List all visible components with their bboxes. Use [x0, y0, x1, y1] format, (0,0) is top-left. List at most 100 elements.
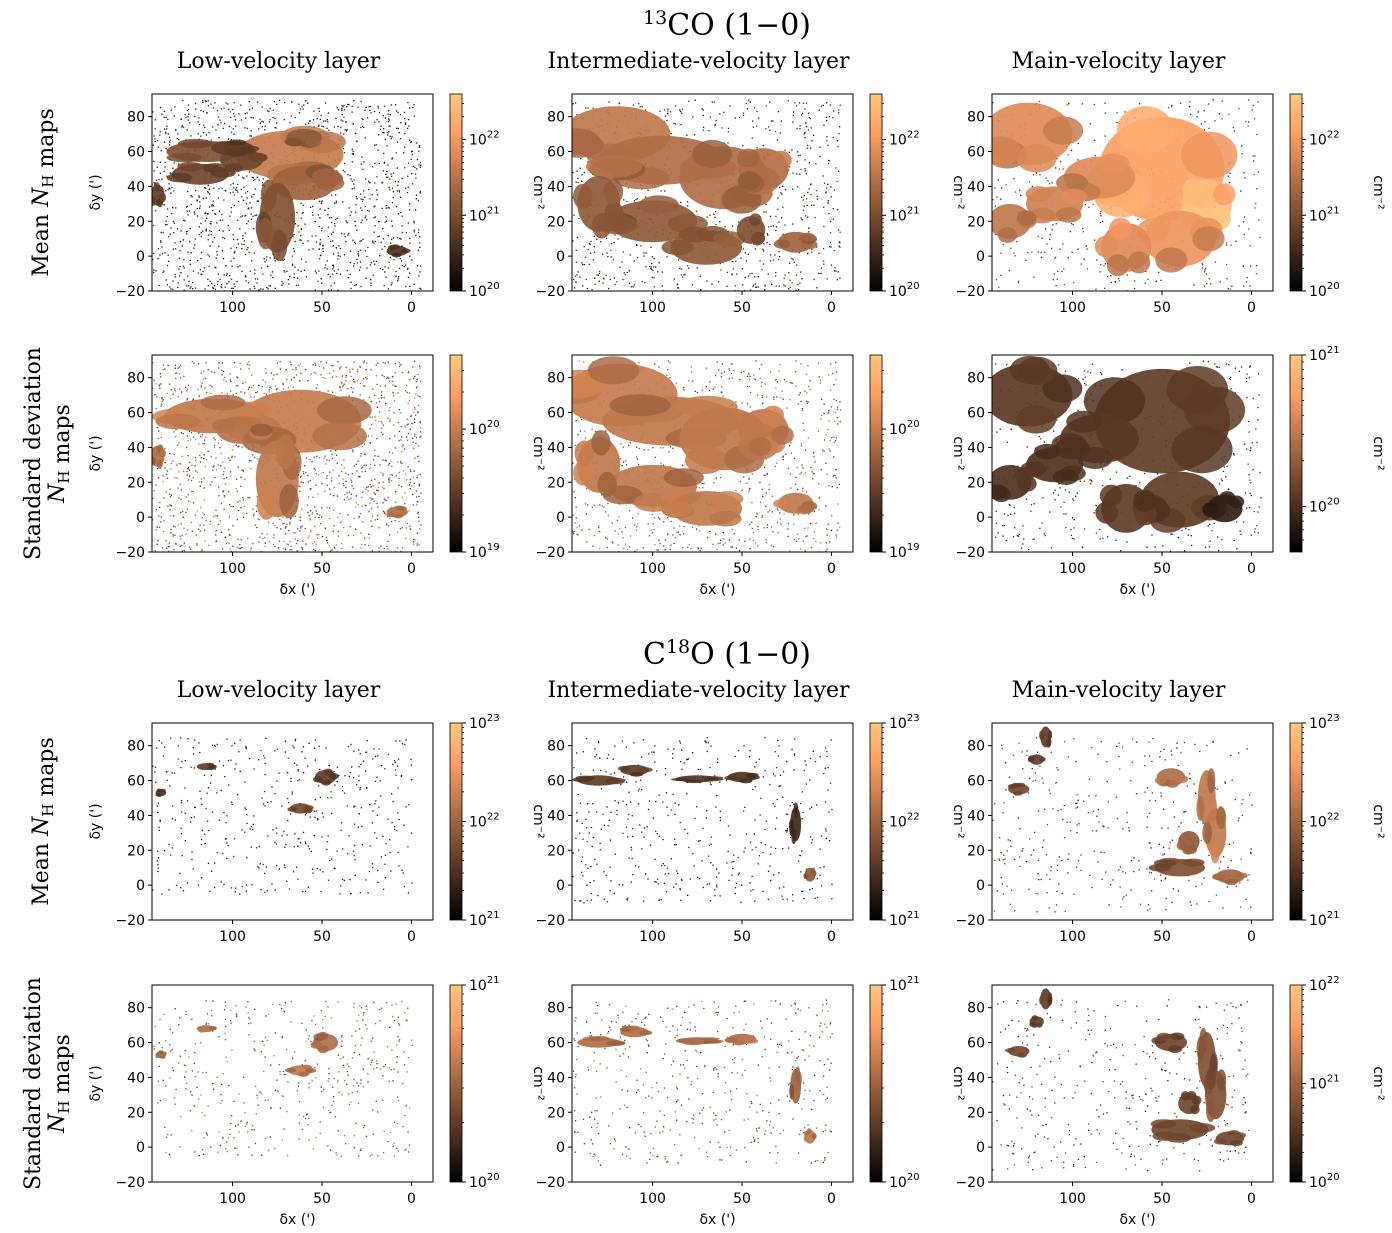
map-pixel	[167, 133, 169, 135]
map-pixel	[802, 422, 804, 424]
map-pixel	[200, 372, 202, 374]
map-pixel	[310, 487, 312, 490]
map-pixel	[237, 384, 239, 387]
emission-region	[275, 434, 296, 470]
map-pixel	[369, 109, 371, 112]
map-pixel	[361, 125, 364, 128]
emission-region	[1117, 106, 1174, 154]
map-pixel	[284, 527, 286, 529]
map-pixel	[705, 385, 707, 388]
map-pixel	[799, 173, 801, 175]
map-pixel	[415, 234, 417, 237]
map-pixel	[820, 272, 822, 275]
map-pixel	[1235, 240, 1237, 243]
map-pixel	[207, 184, 209, 186]
map-pixel	[822, 260, 825, 262]
map-pixel	[225, 380, 227, 382]
map-pixel	[205, 520, 207, 522]
map-pixel	[241, 446, 243, 448]
map-pixel	[353, 179, 355, 181]
map-pixel	[1016, 241, 1018, 243]
map-pixel	[806, 402, 808, 404]
map-pixel	[1229, 172, 1231, 174]
map-pixel	[364, 137, 366, 139]
map-pixel	[327, 542, 329, 544]
map-pixel	[623, 199, 625, 201]
map-pixel	[387, 235, 389, 237]
map-pixel	[283, 522, 285, 525]
map-pixel	[187, 119, 189, 121]
map-pixel	[769, 243, 771, 245]
map-pixel	[371, 550, 374, 552]
map-pixel	[822, 175, 824, 177]
map-pixel	[198, 395, 200, 397]
map-pixel	[290, 115, 292, 117]
colorbar-label: cm⁻²	[1370, 175, 1386, 209]
map-pixel	[1117, 277, 1120, 280]
map-pixel	[804, 159, 806, 161]
map-pixel	[419, 365, 421, 367]
map-pixel	[191, 530, 193, 532]
map-pixel	[831, 437, 833, 439]
map-pixel	[374, 162, 376, 165]
map-pixel	[320, 361, 322, 363]
map-pixel	[237, 466, 239, 468]
map-pixel	[252, 384, 255, 387]
map-pixel	[827, 200, 829, 202]
map-pixel	[400, 196, 402, 198]
map-pixel	[687, 201, 689, 203]
y-tick-label: 0	[136, 249, 145, 265]
map-pixel	[170, 468, 172, 470]
map-pixel	[576, 533, 578, 535]
map-pixel	[372, 485, 374, 487]
map-pixel	[226, 477, 228, 479]
map-pixel	[179, 483, 181, 485]
map-pixel	[735, 260, 737, 262]
map-pixel	[317, 537, 319, 540]
map-pixel	[399, 138, 402, 140]
map-pixel	[299, 380, 301, 382]
map-pixel	[1099, 221, 1102, 224]
map-pixel	[622, 251, 624, 253]
map-pixel	[178, 462, 180, 465]
map-pixel	[399, 258, 401, 260]
map-pixel	[650, 266, 652, 268]
map-pixel	[153, 271, 155, 274]
map-pixel	[650, 267, 652, 270]
map-pixel	[404, 167, 406, 169]
map-pixel	[344, 235, 346, 238]
emission-region	[692, 139, 733, 169]
map-pixel	[196, 471, 198, 473]
map-pixel	[187, 398, 189, 400]
emission-region	[1181, 131, 1238, 179]
map-pixel	[361, 505, 363, 507]
map-pixel	[579, 276, 581, 278]
map-pixel	[408, 484, 410, 486]
map-pixel	[1254, 118, 1256, 120]
map-pixel	[239, 500, 241, 502]
map-pixel	[369, 264, 371, 266]
map-pixel	[636, 256, 639, 259]
map-pixel	[810, 127, 812, 129]
map-pixel	[1244, 177, 1246, 179]
map-pixel	[189, 259, 191, 262]
map-pixel	[241, 469, 243, 471]
map-pixel	[401, 547, 403, 549]
map-pixel	[356, 140, 358, 142]
map-pixel	[397, 184, 399, 186]
map-pixel	[300, 228, 303, 231]
map-pixel	[176, 372, 178, 374]
map-pixel	[395, 385, 397, 387]
map-pixel	[1225, 242, 1228, 244]
map-pixel	[183, 279, 185, 281]
map-pixel	[804, 170, 806, 172]
map-pixel	[726, 271, 729, 273]
map-pixel	[286, 543, 288, 545]
map-pixel	[629, 535, 632, 537]
map-pixel	[327, 214, 329, 216]
map-pixel	[180, 463, 182, 465]
map-pixel	[216, 254, 218, 256]
map-pixel	[759, 260, 761, 262]
map-pixel	[321, 200, 323, 202]
map-pixel	[276, 373, 278, 375]
